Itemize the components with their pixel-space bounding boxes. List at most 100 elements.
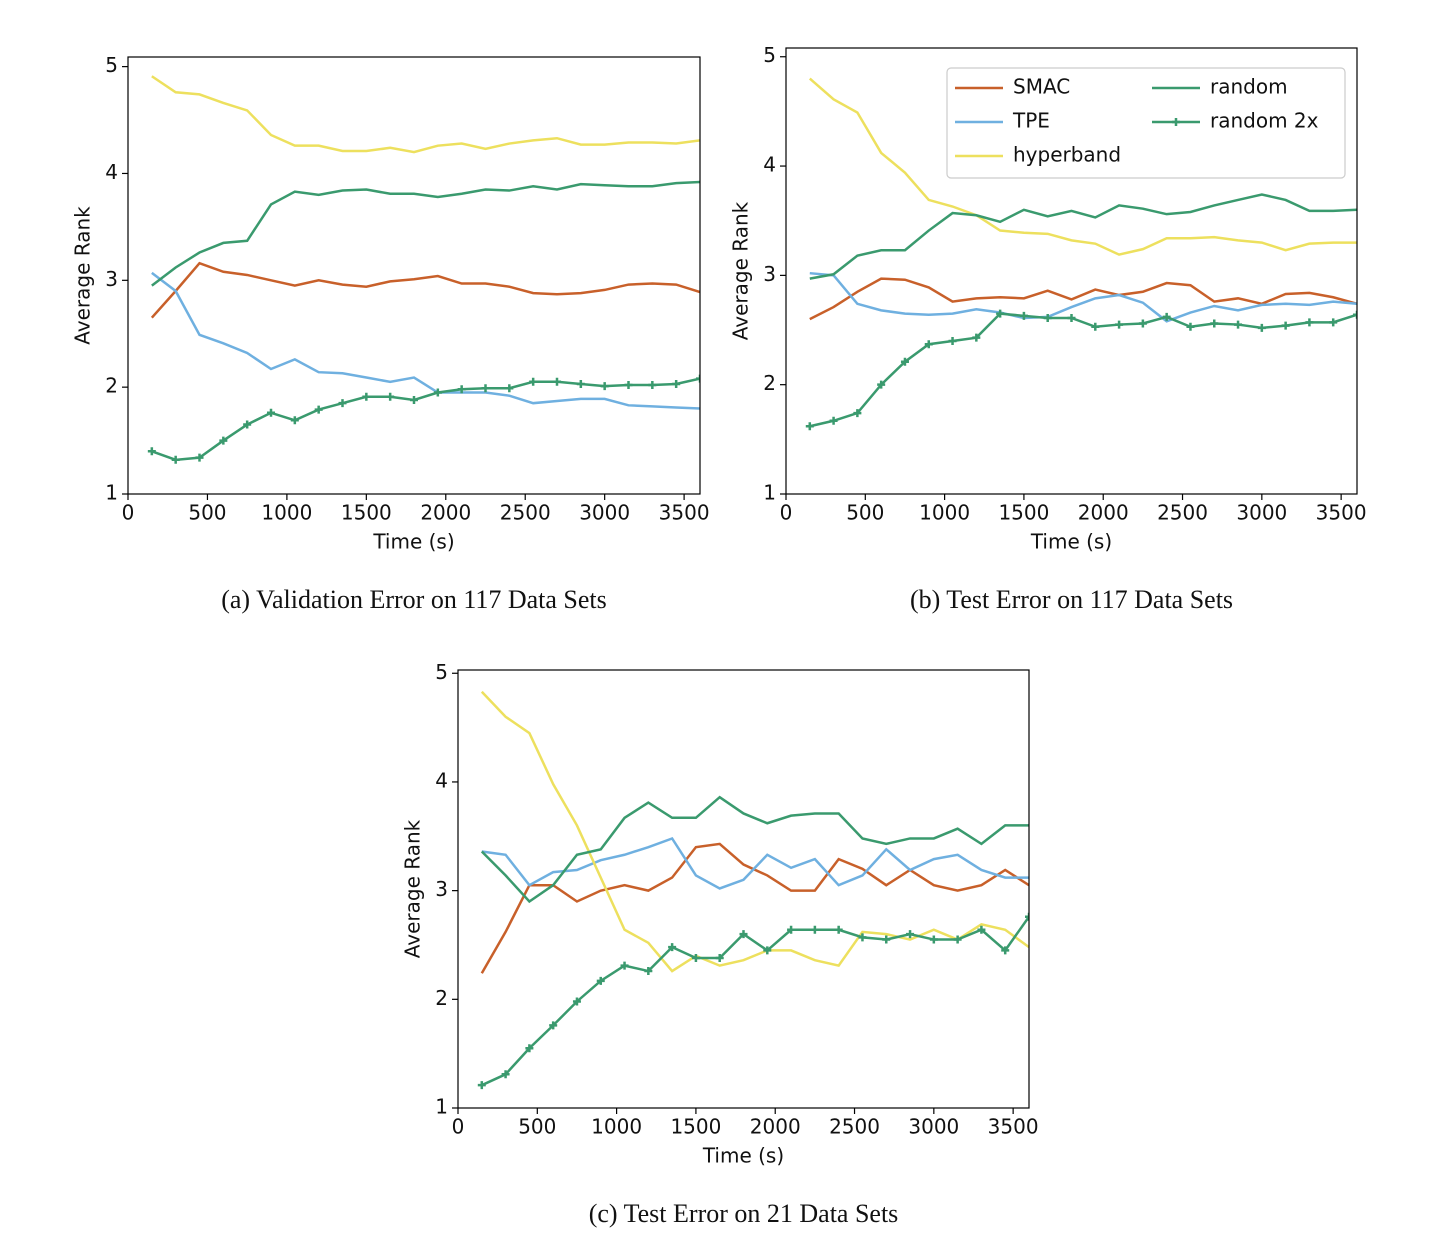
marker bbox=[477, 1081, 486, 1090]
x-axis-label: Time (s) bbox=[372, 530, 454, 554]
marker bbox=[600, 382, 609, 391]
x-tick-label: 1500 bbox=[341, 501, 392, 525]
caption: (c) Test Error on 21 Data Sets bbox=[589, 1199, 899, 1228]
x-tick-label: 2000 bbox=[1078, 501, 1129, 525]
marker bbox=[787, 925, 796, 934]
x-tick-label: 1000 bbox=[919, 501, 970, 525]
series-line bbox=[480, 795, 1029, 904]
legend-label: SMAC bbox=[1013, 75, 1070, 99]
x-axis-label: Time (s) bbox=[1030, 530, 1112, 554]
legend-label: random bbox=[1210, 75, 1288, 99]
plot-frame bbox=[785, 47, 1358, 495]
x-tick-label: 1500 bbox=[670, 1115, 721, 1139]
series-line bbox=[809, 271, 1357, 323]
series-line bbox=[151, 180, 700, 287]
marker bbox=[672, 379, 681, 388]
series-line bbox=[481, 915, 1029, 1087]
marker bbox=[290, 416, 299, 425]
marker bbox=[805, 422, 814, 431]
marker bbox=[267, 408, 275, 417]
marker bbox=[691, 954, 700, 963]
legend-label: TPE bbox=[1012, 109, 1050, 133]
x-tick-label: 3000 bbox=[908, 1115, 959, 1139]
series-line bbox=[151, 271, 700, 410]
marker bbox=[1353, 310, 1357, 319]
marker bbox=[648, 381, 657, 390]
marker bbox=[715, 954, 724, 963]
legend-box bbox=[946, 67, 1346, 179]
marker bbox=[1025, 912, 1029, 921]
marker bbox=[505, 384, 514, 393]
marker bbox=[314, 405, 323, 414]
y-tick-label: 1 bbox=[763, 481, 776, 505]
y-tick-label: 4 bbox=[763, 153, 776, 177]
marker bbox=[1329, 318, 1338, 327]
y-tick-label: 1 bbox=[435, 1095, 448, 1119]
marker bbox=[877, 380, 886, 389]
marker bbox=[501, 1070, 510, 1079]
marker bbox=[1115, 320, 1124, 329]
y-tick-label: 3 bbox=[435, 877, 448, 901]
marker bbox=[1257, 323, 1266, 332]
legend-label: hyperband bbox=[1013, 143, 1121, 167]
marker bbox=[763, 946, 772, 955]
marker bbox=[624, 381, 633, 390]
caption: (a) Validation Error on 117 Data Sets bbox=[221, 585, 607, 614]
y-tick-label: 5 bbox=[435, 660, 448, 684]
marker bbox=[668, 943, 677, 952]
plot-area bbox=[805, 77, 1357, 431]
marker bbox=[553, 377, 561, 386]
marker bbox=[410, 395, 418, 404]
x-tick-label: 2000 bbox=[750, 1115, 801, 1139]
marker bbox=[1138, 319, 1147, 328]
marker bbox=[596, 976, 605, 985]
x-tick-label: 2500 bbox=[500, 501, 551, 525]
marker bbox=[338, 399, 347, 408]
plot-area bbox=[477, 690, 1029, 1090]
y-tick-label: 4 bbox=[105, 160, 118, 184]
x-tick-label: 0 bbox=[780, 501, 793, 525]
marker bbox=[1210, 319, 1219, 328]
caption: (b) Test Error on 117 Data Sets bbox=[910, 585, 1233, 614]
marker bbox=[644, 967, 653, 976]
marker bbox=[457, 385, 466, 394]
y-tick-label: 2 bbox=[763, 371, 776, 395]
series-line bbox=[809, 277, 1357, 321]
y-tick-label: 3 bbox=[105, 267, 118, 291]
series-line bbox=[150, 261, 700, 319]
marker bbox=[906, 930, 915, 939]
marker bbox=[853, 409, 862, 418]
marker bbox=[696, 374, 700, 383]
marker bbox=[572, 997, 581, 1006]
marker bbox=[834, 925, 843, 934]
series-line bbox=[480, 842, 1029, 974]
marker bbox=[929, 935, 938, 944]
series-line bbox=[809, 193, 1357, 280]
marker bbox=[1043, 314, 1052, 323]
y-axis-label: Average Rank bbox=[729, 201, 753, 340]
marker bbox=[171, 455, 180, 464]
series-line bbox=[808, 77, 1357, 256]
y-tick-label: 1 bbox=[105, 481, 118, 505]
marker bbox=[1305, 318, 1314, 327]
y-axis-label: Average Rank bbox=[71, 206, 95, 345]
marker bbox=[1019, 311, 1028, 320]
marker bbox=[147, 447, 156, 456]
marker bbox=[1281, 321, 1290, 330]
x-tick-label: 3500 bbox=[659, 501, 710, 525]
y-tick-label: 2 bbox=[435, 986, 448, 1010]
series-line bbox=[480, 690, 1029, 973]
marker bbox=[219, 436, 228, 445]
series-line bbox=[481, 836, 1029, 890]
x-tick-label: 1500 bbox=[998, 501, 1049, 525]
marker bbox=[953, 935, 962, 944]
y-tick-label: 5 bbox=[763, 43, 776, 67]
x-tick-label: 0 bbox=[122, 501, 135, 525]
marker bbox=[996, 309, 1005, 318]
marker bbox=[924, 340, 933, 349]
marker bbox=[739, 930, 748, 939]
marker bbox=[620, 961, 629, 970]
y-axis-label: Average Rank bbox=[401, 819, 425, 958]
marker bbox=[1067, 314, 1076, 323]
